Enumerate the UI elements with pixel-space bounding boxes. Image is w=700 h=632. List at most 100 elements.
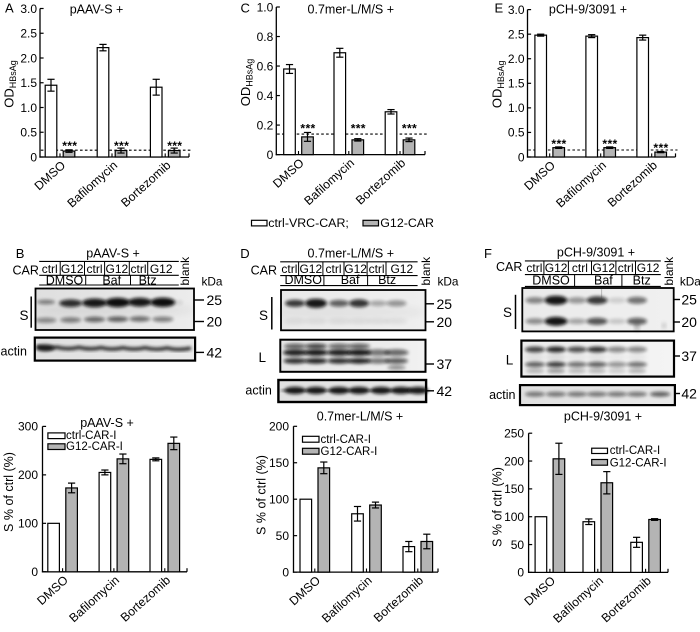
- svg-text:Btz: Btz: [633, 274, 651, 288]
- svg-text:200: 200: [18, 468, 38, 482]
- svg-text:ctrl: ctrl: [326, 262, 342, 276]
- svg-text:0.4: 0.4: [257, 89, 274, 103]
- svg-text:pCH-9/3091 +: pCH-9/3091 +: [564, 409, 642, 423]
- svg-text:1.0: 1.0: [257, 0, 274, 14]
- svg-text:0.7mer-L/M/S +: 0.7mer-L/M/S +: [317, 409, 404, 423]
- svg-text:***: ***: [402, 122, 417, 136]
- svg-text:ctrl: ctrl: [131, 262, 147, 276]
- svg-text:50: 50: [511, 538, 525, 552]
- svg-text:S: S: [503, 305, 512, 320]
- svg-text:ctrl-CAR-I: ctrl-CAR-I: [66, 430, 116, 442]
- svg-text:CAR: CAR: [251, 263, 277, 277]
- svg-text:***: ***: [167, 139, 182, 153]
- svg-text:G12-CAR-I: G12-CAR-I: [321, 446, 378, 458]
- svg-text:0.6: 0.6: [257, 59, 274, 73]
- svg-text:DMSO: DMSO: [532, 274, 570, 288]
- svg-text:DMSO: DMSO: [284, 273, 322, 287]
- svg-text:0.8: 0.8: [257, 30, 274, 44]
- svg-text:Baf: Baf: [102, 274, 121, 288]
- svg-text:ctrl: ctrl: [42, 262, 58, 276]
- svg-text:150: 150: [504, 482, 524, 496]
- svg-text:C: C: [241, 1, 250, 16]
- svg-text:L: L: [259, 350, 267, 365]
- svg-text:0.7mer-L/M/S +: 0.7mer-L/M/S +: [308, 246, 395, 260]
- svg-text:1.5: 1.5: [508, 77, 525, 91]
- svg-text:ctrl: ctrl: [87, 262, 103, 276]
- svg-text:0: 0: [267, 148, 274, 162]
- svg-text:CAR: CAR: [496, 260, 522, 274]
- svg-text:A: A: [5, 1, 14, 16]
- svg-text:100: 100: [504, 510, 524, 524]
- svg-text:S % of ctrl (%): S % of ctrl (%): [491, 467, 505, 547]
- svg-text:actin: actin: [245, 384, 271, 398]
- svg-text:1.5: 1.5: [20, 76, 37, 90]
- svg-text:ctrl: ctrl: [369, 262, 385, 276]
- svg-text:ctrl-CAR-I: ctrl-CAR-I: [610, 445, 660, 457]
- svg-text:DMSO: DMSO: [46, 274, 84, 288]
- svg-text:ctrl: ctrl: [526, 261, 542, 275]
- svg-text:Baf: Baf: [594, 274, 613, 288]
- svg-text:ctrl: ctrl: [618, 261, 634, 275]
- svg-text:kDa: kDa: [438, 275, 459, 289]
- svg-text:S % of ctrl (%): S % of ctrl (%): [254, 455, 268, 535]
- svg-text:pAAV-S +: pAAV-S +: [70, 3, 124, 17]
- svg-text:25: 25: [437, 296, 453, 312]
- svg-text:37: 37: [437, 356, 453, 372]
- svg-text:G12: G12: [150, 262, 173, 276]
- svg-text:0.5: 0.5: [20, 126, 37, 140]
- svg-text:pAAV-S +: pAAV-S +: [86, 246, 140, 260]
- svg-text:50: 50: [276, 529, 290, 543]
- svg-text:G12: G12: [545, 261, 568, 275]
- svg-text:G12: G12: [592, 261, 615, 275]
- svg-text:0: 0: [30, 150, 37, 164]
- svg-text:0: 0: [282, 565, 289, 579]
- svg-text:G12: G12: [299, 262, 322, 276]
- svg-text:G12-CAR-I: G12-CAR-I: [610, 457, 667, 469]
- svg-text:kDa: kDa: [202, 275, 223, 289]
- svg-text:200: 200: [504, 454, 524, 468]
- svg-text:blank: blank: [419, 256, 433, 286]
- svg-text:S % of ctrl (%): S % of ctrl (%): [2, 452, 16, 532]
- svg-text:0: 0: [31, 565, 38, 579]
- svg-text:0.5: 0.5: [508, 126, 525, 140]
- svg-text:pCH-9/3091 +: pCH-9/3091 +: [557, 245, 635, 259]
- svg-text:25: 25: [681, 292, 697, 308]
- svg-text:ctrl-VRC-CAR;: ctrl-VRC-CAR;: [268, 216, 349, 230]
- svg-text:actin: actin: [489, 388, 515, 402]
- svg-text:37: 37: [681, 348, 697, 364]
- svg-text:G12: G12: [637, 261, 660, 275]
- svg-text:actin: actin: [1, 344, 27, 358]
- svg-text:***: ***: [602, 137, 617, 151]
- svg-text:0: 0: [517, 566, 524, 580]
- svg-text:Btz: Btz: [139, 274, 157, 288]
- svg-text:200: 200: [269, 420, 289, 434]
- svg-text:42: 42: [207, 344, 223, 360]
- svg-text:2.5: 2.5: [508, 28, 525, 42]
- svg-text:ctrl: ctrl: [281, 262, 297, 276]
- svg-text:G12: G12: [61, 262, 84, 276]
- svg-text:100: 100: [269, 493, 289, 507]
- svg-text:D: D: [240, 246, 249, 261]
- svg-text:ctrl: ctrl: [572, 261, 588, 275]
- svg-text:G12: G12: [390, 262, 413, 276]
- svg-text:blank: blank: [178, 256, 192, 286]
- svg-text:2.0: 2.0: [20, 51, 37, 65]
- svg-text:20: 20: [207, 314, 223, 330]
- svg-text:20: 20: [437, 314, 453, 330]
- svg-text:L: L: [506, 353, 514, 368]
- svg-text:42: 42: [437, 383, 453, 399]
- svg-text:G12-CAR-I: G12-CAR-I: [66, 441, 123, 453]
- svg-text:42: 42: [681, 386, 697, 402]
- svg-text:2.0: 2.0: [508, 52, 525, 66]
- svg-text:150: 150: [269, 456, 289, 470]
- svg-text:***: ***: [300, 122, 315, 136]
- svg-text:E: E: [495, 1, 504, 16]
- svg-text:F: F: [484, 246, 492, 261]
- svg-text:CAR: CAR: [13, 263, 39, 277]
- svg-text:300: 300: [18, 420, 38, 434]
- svg-text:S: S: [259, 308, 268, 323]
- svg-text:25: 25: [207, 292, 223, 308]
- svg-text:Baf: Baf: [341, 273, 360, 287]
- svg-text:3.0: 3.0: [20, 2, 37, 16]
- svg-text:0.7mer-L/M/S +: 0.7mer-L/M/S +: [308, 3, 395, 17]
